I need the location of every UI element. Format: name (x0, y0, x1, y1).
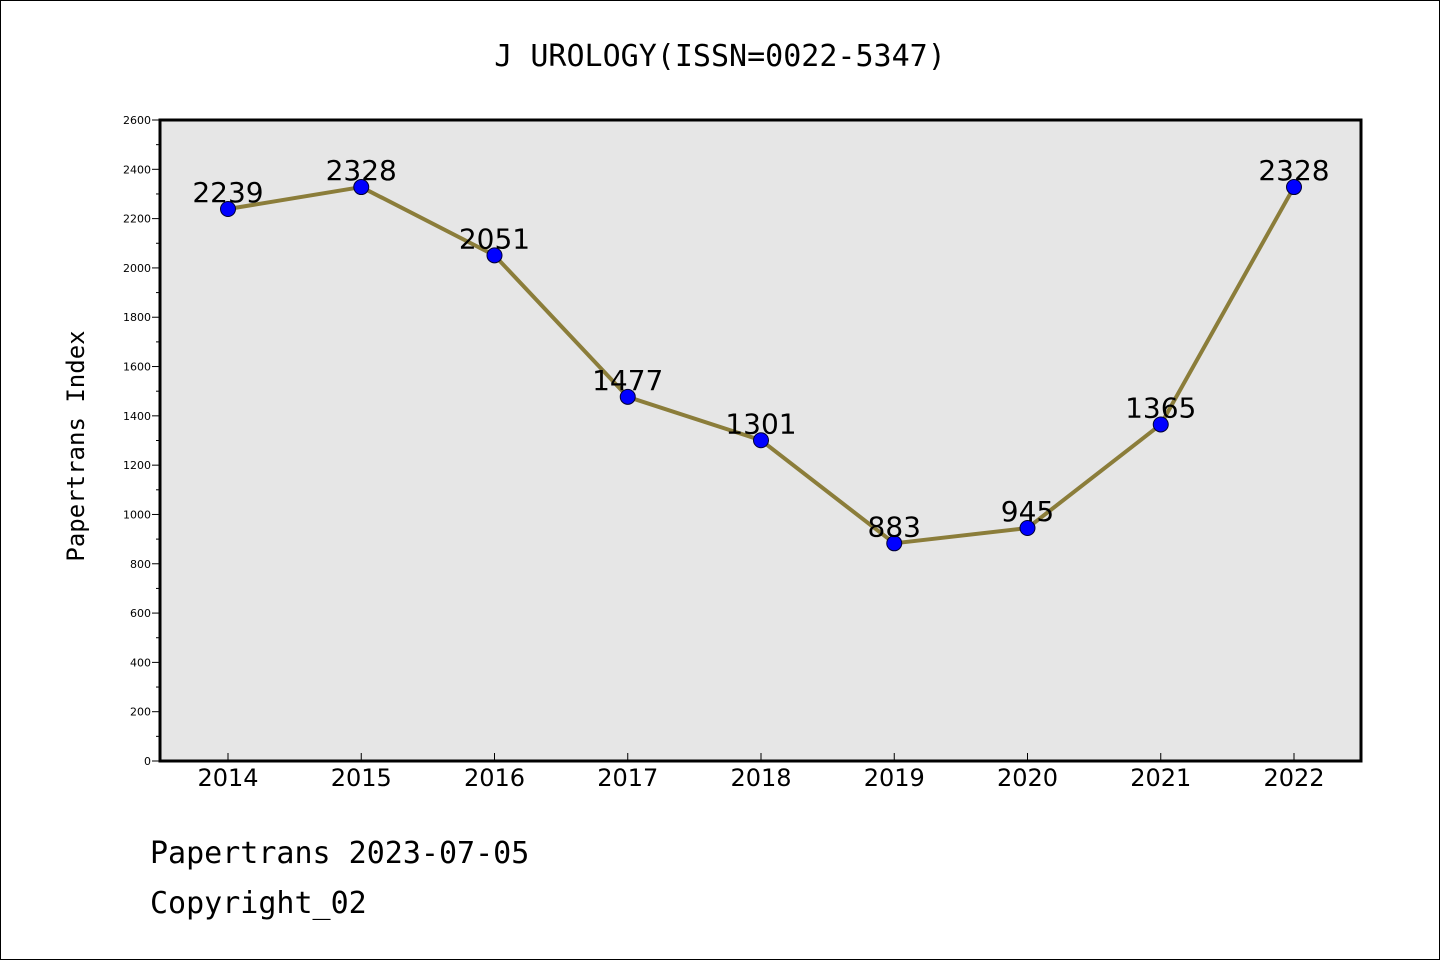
x-tick-label: 2018 (730, 764, 791, 792)
y-axis-label: Papertrans Index (62, 330, 90, 561)
data-point-marker (1286, 179, 1302, 196)
y-tick-label: 1600 (123, 361, 151, 374)
data-label: 883 (868, 510, 921, 543)
data-label: 2051 (459, 222, 530, 255)
data-label: 1301 (725, 407, 796, 440)
y-tick-label: 600 (130, 607, 151, 620)
data-label: 2239 (192, 176, 263, 209)
y-tick-label: 1000 (123, 508, 151, 521)
y-tick-label: 2200 (123, 213, 151, 226)
data-point-marker (220, 201, 236, 218)
data-label: 945 (1001, 495, 1054, 528)
data-label: 1477 (592, 364, 663, 397)
x-tick-label: 2019 (864, 764, 925, 792)
x-tick-label: 2021 (1130, 764, 1191, 792)
data-point-marker (1152, 416, 1169, 433)
y-tick-label: 200 (130, 706, 151, 719)
y-tick-label: 2400 (123, 163, 151, 176)
y-tick-label: 0 (144, 755, 151, 768)
data-label: 2328 (326, 154, 397, 187)
y-tick-label: 2000 (123, 262, 151, 275)
data-point-marker (886, 535, 903, 552)
data-point-marker (1019, 520, 1036, 537)
x-tick-label: 2016 (464, 764, 525, 792)
y-tick-label: 1800 (123, 311, 151, 324)
y-tick-label: 1400 (123, 410, 151, 423)
y-tick-label: 400 (130, 656, 151, 669)
data-point-marker (353, 179, 370, 196)
y-tick-label: 800 (130, 558, 151, 571)
y-tick-label: 1200 (123, 459, 151, 472)
x-tick-label: 2014 (197, 764, 258, 792)
source-date-text: Papertrans 2023-07-05 (150, 836, 530, 871)
data-point-marker (486, 247, 503, 264)
x-tick-label: 2020 (997, 764, 1058, 792)
copyright-text: Copyright_02 (150, 886, 367, 921)
data-label: 2328 (1258, 154, 1329, 187)
x-tick-label: 2022 (1263, 764, 1324, 792)
y-axis-ticks: 0 200 400 600 800 1000 1200 1400 1600 1800 2000 220… (123, 114, 160, 768)
series-layer: 2239 2328 2051 1477 1301 883 945 1365 2328 (192, 154, 1330, 552)
y-tick-label: 2600 (123, 114, 151, 127)
data-label: 1365 (1125, 391, 1196, 424)
x-tick-label: 2015 (331, 764, 392, 792)
x-axis-ticks: 2014 2015 2016 2017 2018 2019 2020 2021 2022 (197, 753, 1325, 792)
x-tick-label: 2017 (597, 764, 658, 792)
data-point-marker (753, 432, 769, 449)
data-point-marker (619, 388, 636, 405)
chart-title: J UROLOGY(ISSN=0022-5347) (494, 39, 946, 74)
